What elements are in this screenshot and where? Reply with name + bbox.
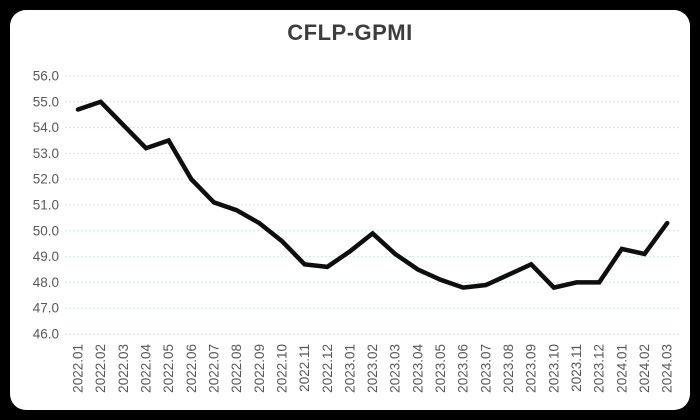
x-tick-label: 2023.06 <box>456 344 471 393</box>
chart-card: CFLP-GPMI 56.0 55.0 54.0 53.0 52.0 51.0 50.0 49… <box>10 10 690 410</box>
y-tick-label: 49.0 <box>33 249 59 264</box>
y-tick-label: 47.0 <box>33 301 59 316</box>
x-tick-label: 2023.07 <box>478 344 493 393</box>
x-tick-label: 2022.09 <box>252 344 267 393</box>
x-tick-label: 2022.06 <box>184 344 199 393</box>
x-tick-label: 2024.02 <box>637 344 652 393</box>
x-tick-label: 2023.02 <box>365 344 380 393</box>
line-chart: 56.0 55.0 54.0 53.0 52.0 51.0 50.0 49.0 48.0 47.0… <box>33 69 680 393</box>
x-tick-label: 2023.09 <box>524 344 539 393</box>
x-tick-label: 2022.07 <box>206 344 221 393</box>
x-tick-label: 2023.08 <box>501 344 516 393</box>
y-tick-label: 46.0 <box>33 327 59 342</box>
x-tick-label: 2023.12 <box>592 344 607 393</box>
y-tick-label: 51.0 <box>33 198 59 213</box>
x-tick-label: 2022.05 <box>161 344 176 393</box>
x-tick-label: 2022.03 <box>116 344 131 393</box>
y-tick-label: 56.0 <box>33 69 59 84</box>
chart-title: CFLP-GPMI <box>287 20 413 45</box>
x-tick-label: 2022.11 <box>297 344 312 392</box>
y-tick-label: 54.0 <box>33 120 59 135</box>
x-tick-label: 2023.05 <box>433 344 448 393</box>
x-tick-label: 2023.11 <box>569 344 584 392</box>
x-tick-label: 2022.12 <box>320 344 335 393</box>
x-tick-label: 2024.03 <box>660 344 675 393</box>
y-tick-label: 53.0 <box>33 146 59 161</box>
x-tick-label: 2022.08 <box>229 344 244 393</box>
y-tick-label: 50.0 <box>33 223 59 238</box>
x-tick-label: 2023.04 <box>410 344 425 393</box>
y-tick-label: 52.0 <box>33 172 59 187</box>
x-tick-label: 2023.10 <box>546 344 561 393</box>
y-tick-label: 48.0 <box>33 275 59 290</box>
x-tick-label: 2023.03 <box>388 344 403 393</box>
x-tick-label: 2022.02 <box>93 344 108 393</box>
x-tick-label: 2022.04 <box>138 344 153 393</box>
x-tick-label: 2022.01 <box>71 344 86 393</box>
x-tick-label: 2024.01 <box>614 344 629 393</box>
y-tick-label: 55.0 <box>33 94 59 109</box>
series-line <box>75 99 670 291</box>
x-tick-label: 2022.10 <box>274 344 289 393</box>
x-tick-label: 2023.01 <box>342 344 357 393</box>
